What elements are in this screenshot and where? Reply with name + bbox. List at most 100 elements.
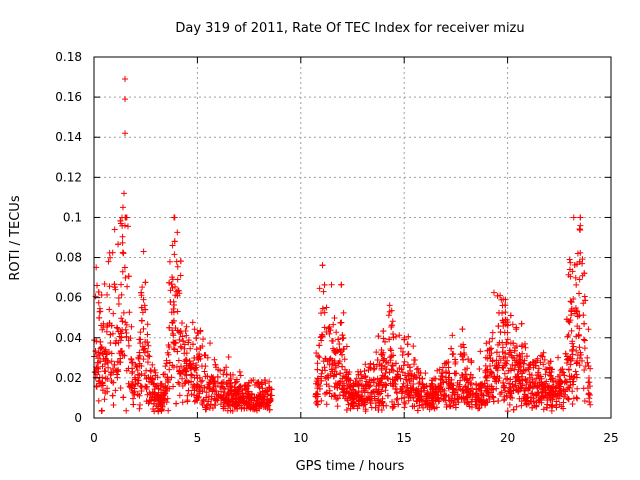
data-point: [574, 385, 581, 392]
data-point: [253, 407, 260, 414]
data-point: [266, 406, 273, 413]
x-tick-label: 0: [90, 431, 98, 445]
data-point: [129, 368, 136, 375]
data-point: [431, 405, 438, 412]
data-point: [569, 388, 576, 395]
data-point: [521, 391, 528, 398]
data-point: [378, 362, 385, 369]
data-point: [149, 391, 156, 398]
data-point: [164, 385, 171, 392]
data-point: [529, 378, 536, 385]
data-point: [379, 399, 386, 406]
data-point: [569, 338, 576, 345]
data-point: [370, 379, 377, 386]
data-point: [346, 391, 353, 398]
data-point: [575, 332, 582, 339]
data-point: [119, 352, 126, 359]
data-point: [462, 384, 469, 391]
data-point: [394, 390, 401, 397]
data-point: [187, 345, 194, 352]
data-point: [171, 238, 178, 245]
data-point: [562, 388, 569, 395]
data-point: [234, 402, 241, 409]
data-point: [253, 398, 260, 405]
data-point: [497, 391, 504, 398]
data-point: [151, 394, 158, 401]
data-point: [382, 369, 389, 376]
data-point: [177, 328, 184, 335]
data-point: [179, 333, 186, 340]
data-point: [509, 381, 516, 388]
data-point: [184, 397, 191, 404]
data-point: [205, 393, 212, 400]
data-point: [314, 391, 321, 398]
data-point: [460, 395, 467, 402]
data-point: [259, 388, 266, 395]
data-point: [576, 312, 583, 319]
data-point: [564, 395, 571, 402]
data-point: [170, 345, 177, 352]
data-point: [185, 339, 192, 346]
data-point: [101, 396, 108, 403]
data-point: [386, 302, 393, 309]
data-point: [512, 362, 519, 369]
data-point: [468, 404, 475, 411]
data-point: [220, 403, 227, 410]
data-point: [472, 401, 479, 408]
data-point: [517, 380, 524, 387]
data-point: [513, 326, 520, 333]
data-point: [540, 361, 547, 368]
data-point: [564, 333, 571, 340]
data-point: [401, 394, 408, 401]
data-point: [548, 407, 555, 414]
data-point: [500, 379, 507, 386]
data-point: [213, 387, 220, 394]
data-point: [100, 320, 107, 327]
data-point: [526, 385, 533, 392]
data-point: [326, 387, 333, 394]
data-point: [174, 276, 181, 283]
data-point: [519, 357, 526, 364]
data-point: [206, 385, 213, 392]
data-point: [120, 309, 127, 316]
data-point: [251, 382, 258, 389]
data-point: [155, 407, 162, 414]
data-point: [142, 279, 149, 286]
data-point: [337, 319, 344, 326]
data-point: [547, 372, 554, 379]
data-point: [107, 339, 114, 346]
data-point: [176, 392, 183, 399]
data-point: [97, 338, 104, 345]
data-point: [143, 384, 150, 391]
data-point: [118, 281, 125, 288]
data-point: [570, 395, 577, 402]
data-point: [174, 292, 181, 299]
data-point: [426, 395, 433, 402]
data-point-peak: [566, 256, 573, 263]
data-point: [521, 340, 528, 347]
data-point: [460, 341, 467, 348]
data-point: [353, 392, 360, 399]
data-point: [176, 380, 183, 387]
data-point: [314, 401, 321, 408]
data-point: [333, 329, 340, 336]
data-point: [338, 281, 345, 288]
data-point: [586, 391, 593, 398]
data-point: [347, 394, 354, 401]
data-point: [321, 364, 328, 371]
data-point: [209, 405, 216, 412]
data-point: [404, 351, 411, 358]
data-point: [118, 291, 125, 298]
data-point: [347, 377, 354, 384]
data-point: [494, 364, 501, 371]
data-point: [397, 375, 404, 382]
data-point: [180, 338, 187, 345]
data-point: [505, 367, 512, 374]
data-point: [159, 397, 166, 404]
data-point: [173, 400, 180, 407]
data-point: [544, 391, 551, 398]
data-point: [389, 318, 396, 325]
data-point: [565, 366, 572, 373]
data-point: [112, 387, 119, 394]
data-point: [564, 356, 571, 363]
